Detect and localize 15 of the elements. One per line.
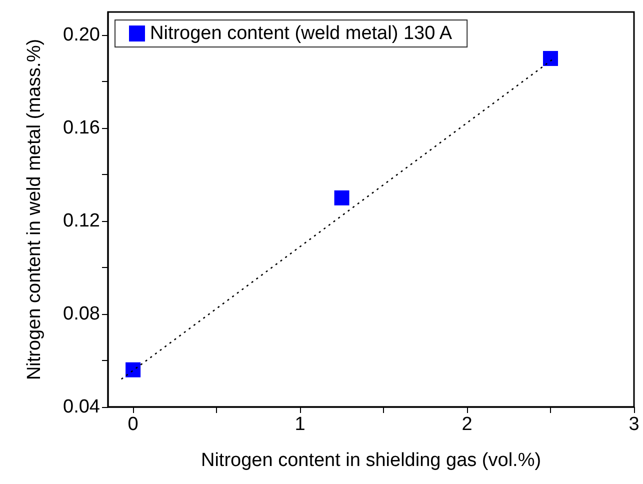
x-tick-label: 3 <box>628 414 640 435</box>
x-axis-title: Nitrogen content in shielding gas (vol.%) <box>200 450 542 471</box>
legend-label: Nitrogen content (weld metal) 130 A <box>150 23 452 44</box>
point <box>126 362 141 378</box>
y-tick-label: 0.12 <box>63 210 100 232</box>
point <box>334 190 350 206</box>
x-tick-label: 0 <box>128 414 138 435</box>
point <box>543 50 558 66</box>
y-tick-label: 0.16 <box>63 118 100 139</box>
y-tick-label: 0.08 <box>63 304 100 325</box>
x-tick-label: 1 <box>294 414 306 435</box>
y-tick-label: 0.04 <box>63 396 100 418</box>
y-axis-title: Nitrogen content in weld metal (mass.%) <box>24 38 45 380</box>
y-tick-label: 0.20 <box>63 24 100 46</box>
x-tick-label: 2 <box>462 414 472 435</box>
